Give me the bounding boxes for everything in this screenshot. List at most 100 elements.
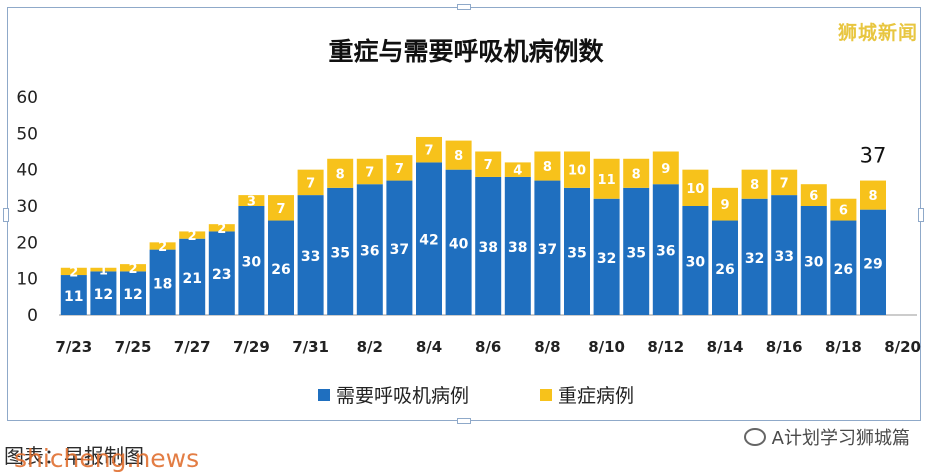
- bar-label-ventilator: 12: [123, 287, 142, 303]
- y-tick-label: 40: [16, 161, 38, 181]
- x-tick-label: 7/31: [292, 338, 329, 356]
- bar-label-ventilator: 32: [745, 251, 764, 267]
- bar-icu: [564, 151, 590, 188]
- bar-label-ventilator: 36: [360, 244, 379, 260]
- bar-label-icu: 6: [839, 204, 848, 219]
- x-tick-label: 7/25: [115, 338, 152, 356]
- bar-ventilator: [445, 169, 472, 315]
- bar-label-ventilator: 26: [271, 262, 290, 278]
- bar-label-icu: 7: [395, 162, 404, 177]
- bar-label-icu: 8: [632, 167, 641, 182]
- bar-label-icu: 8: [336, 167, 345, 182]
- bar-icu: [238, 195, 265, 206]
- caption-right-text: A计划学习狮城篇: [771, 428, 910, 449]
- bar-ventilator: [504, 176, 531, 315]
- bar-ventilator: [179, 238, 206, 315]
- bar-icu: [623, 158, 650, 188]
- bar-label-ventilator: 33: [774, 249, 793, 265]
- resize-handle-bottom[interactable]: [457, 418, 471, 424]
- bar-ventilator: [860, 209, 886, 315]
- bar-label-icu: 6: [809, 189, 818, 204]
- bar-icu: [120, 264, 146, 272]
- bar-label-ventilator: 35: [626, 245, 645, 261]
- legend-swatch-icu: [540, 389, 552, 401]
- bar-label-ventilator: 30: [804, 255, 824, 271]
- bar-ventilator: [652, 184, 679, 315]
- resize-handle-left[interactable]: [3, 208, 9, 222]
- bar-icu: [60, 267, 87, 276]
- bar-ventilator: [386, 180, 413, 315]
- x-tick-label: 7/23: [55, 338, 92, 356]
- resize-handle-top[interactable]: [457, 4, 471, 10]
- y-tick-label: 50: [16, 124, 38, 144]
- bar-icu: [682, 169, 709, 206]
- bar-icu: [268, 195, 294, 221]
- bar-icu: [534, 151, 561, 181]
- bar-ventilator: [416, 162, 442, 315]
- legend-label-icu: 重症病例: [558, 385, 634, 407]
- bar-label-ventilator: 37: [390, 242, 409, 258]
- bar-ventilator: [623, 187, 650, 315]
- bar-ventilator: [268, 220, 294, 315]
- bar-label-icu: 3: [247, 195, 256, 210]
- bar-label-icu: 2: [128, 262, 137, 277]
- bar-label-icu: 9: [720, 198, 729, 213]
- bar-label-ventilator: 33: [301, 249, 320, 265]
- bar-label-ventilator: 38: [478, 240, 497, 256]
- bar-ventilator: [593, 198, 620, 315]
- y-tick-label: 10: [16, 270, 38, 290]
- bar-icu: [445, 140, 472, 170]
- x-tick-label: 7/29: [233, 338, 270, 356]
- chart-title: 重症与需要呼吸机病例数: [328, 37, 604, 66]
- x-tick-label: 8/4: [416, 338, 442, 356]
- x-tick-label: 8/16: [766, 338, 803, 356]
- x-tick-label: 8/12: [647, 338, 684, 356]
- caption-right: A计划学习狮城篇: [743, 424, 910, 450]
- y-tick-label: 20: [16, 233, 38, 253]
- bar-label-ventilator: 35: [330, 245, 349, 261]
- bar-icu: [593, 158, 620, 199]
- bar-icu: [356, 158, 383, 185]
- bar-ventilator: [475, 176, 502, 315]
- bar-label-ventilator: 18: [153, 276, 172, 292]
- bar-ventilator: [712, 220, 738, 315]
- bar-label-ventilator: 36: [656, 244, 675, 260]
- bar-label-ventilator: 21: [182, 271, 201, 287]
- bar-label-icu: 1: [99, 264, 108, 279]
- bar-label-icu: 7: [306, 176, 315, 191]
- resize-handle-right[interactable]: [918, 208, 924, 222]
- bar-icu: [208, 224, 235, 232]
- bar-label-icu: 2: [69, 265, 78, 280]
- bar-label-ventilator: 26: [715, 262, 734, 278]
- x-tick-label: 8/10: [588, 338, 625, 356]
- bar-ventilator: [120, 271, 146, 315]
- bar-label-ventilator: 30: [686, 255, 706, 271]
- bar-label-ventilator: 42: [419, 233, 438, 249]
- bar-label-icu: 7: [424, 144, 433, 159]
- bar-icu: [504, 162, 531, 177]
- bar-icu: [800, 184, 827, 206]
- watermark-text: 狮城新闻: [837, 22, 918, 44]
- bar-icu: [297, 169, 324, 196]
- bar-ventilator: [800, 206, 827, 315]
- bar-label-ventilator: 37: [538, 242, 557, 258]
- bar-ventilator: [327, 187, 354, 315]
- y-tick-label: 60: [16, 88, 38, 108]
- x-tick-label: 7/27: [174, 338, 211, 356]
- bar-label-icu: 8: [868, 189, 877, 204]
- x-tick-label: 8/2: [357, 338, 383, 356]
- bar-icu: [712, 187, 738, 221]
- bar-label-icu: 10: [686, 182, 704, 197]
- caption-left: 图表：早报制图 shicheng.news: [4, 440, 199, 473]
- y-tick-label: 30: [16, 197, 38, 217]
- bar-icu: [830, 198, 857, 221]
- x-tick-label: 8/8: [534, 338, 560, 356]
- bar-label-ventilator: 30: [242, 255, 262, 271]
- bar-label-ventilator: 35: [567, 245, 586, 261]
- bar-icu: [860, 180, 886, 210]
- bar-label-icu: 8: [543, 160, 552, 175]
- x-tick-label: 8/14: [707, 338, 744, 356]
- bar-icu: [90, 267, 117, 272]
- bar-label-ventilator: 26: [834, 262, 853, 278]
